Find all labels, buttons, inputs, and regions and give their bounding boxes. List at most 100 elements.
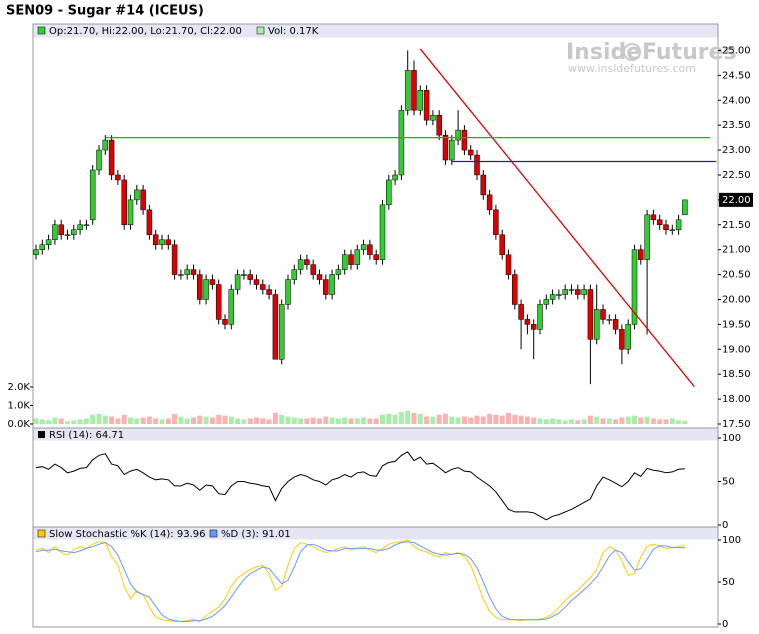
volume-bar bbox=[424, 416, 430, 424]
volume-tick-label: 2.0K bbox=[8, 382, 31, 393]
volume-bar bbox=[222, 415, 228, 424]
candle-body bbox=[253, 279, 260, 285]
volume-bar bbox=[581, 419, 587, 424]
candle-body bbox=[455, 129, 461, 141]
volume-bar bbox=[600, 418, 606, 424]
candle-body bbox=[323, 279, 329, 295]
volume-bar bbox=[367, 418, 373, 424]
series-line bbox=[35, 451, 685, 521]
candle-body bbox=[461, 129, 468, 151]
volume-bar bbox=[304, 418, 310, 424]
candle-body bbox=[203, 279, 209, 300]
candle-body bbox=[247, 274, 253, 280]
volume-bar bbox=[455, 417, 461, 424]
legend-icon bbox=[37, 529, 46, 538]
candle-body bbox=[134, 189, 140, 201]
y-tick-label: 22.50 bbox=[722, 170, 751, 181]
candle-body bbox=[190, 269, 197, 275]
y-tick-label: 25.00 bbox=[722, 45, 751, 56]
volume-bar bbox=[58, 418, 64, 424]
trendline bbox=[419, 48, 695, 388]
volume-bar bbox=[669, 418, 675, 424]
y-tick-label: 21.00 bbox=[722, 245, 751, 256]
volume-bar bbox=[480, 416, 486, 424]
volume-bar bbox=[594, 416, 600, 424]
volume-bar bbox=[493, 414, 499, 424]
price-header bbox=[33, 24, 718, 38]
candle-body bbox=[45, 239, 52, 245]
volume-bar bbox=[518, 415, 524, 424]
stoch-header bbox=[33, 527, 718, 540]
volume-bar bbox=[436, 414, 442, 424]
candle-body bbox=[518, 304, 524, 320]
candle-body bbox=[392, 174, 398, 181]
volume-bar bbox=[90, 414, 96, 424]
candle-body bbox=[222, 319, 228, 325]
y-tick-label: 19.50 bbox=[722, 319, 751, 330]
candle-body bbox=[360, 244, 367, 250]
candle-body bbox=[341, 254, 348, 270]
volume-bar bbox=[159, 419, 165, 424]
candle-body bbox=[512, 274, 518, 305]
candle-body bbox=[209, 279, 216, 285]
candle-body bbox=[493, 209, 499, 235]
candle-body bbox=[606, 319, 613, 321]
volume-bar bbox=[323, 416, 329, 424]
candle-body bbox=[234, 274, 241, 290]
candle-body bbox=[83, 224, 90, 227]
volume-bar bbox=[247, 418, 253, 424]
volume-bar bbox=[361, 417, 367, 424]
candle-body bbox=[71, 229, 77, 235]
volume-bar bbox=[184, 418, 190, 424]
candle-body bbox=[386, 179, 392, 206]
volume-bar bbox=[298, 418, 304, 424]
y-tick-label: 100 bbox=[722, 535, 741, 546]
y-tick-label: 50 bbox=[722, 577, 735, 588]
volume-bar bbox=[663, 419, 669, 424]
volume-bar bbox=[178, 416, 184, 424]
volume-bar bbox=[487, 413, 493, 424]
volume-bar bbox=[443, 413, 448, 424]
candle-body bbox=[58, 224, 64, 235]
y-tick-label: 20.50 bbox=[722, 270, 751, 281]
candle-body bbox=[669, 229, 676, 232]
volume-tick-label: 0.0K bbox=[8, 419, 31, 430]
volume-tick-label: 1.0K bbox=[8, 401, 31, 412]
legend-volume: Vol: 0.17K bbox=[268, 26, 319, 37]
candle-body bbox=[411, 70, 417, 111]
candle-body bbox=[530, 324, 537, 330]
volume-bar bbox=[153, 418, 159, 424]
watermark-globe bbox=[623, 43, 641, 61]
candle-body bbox=[417, 90, 424, 111]
y-tick-label: 24.00 bbox=[722, 95, 751, 106]
volume-bar bbox=[354, 418, 360, 424]
volume-bar bbox=[335, 418, 341, 424]
candle-body bbox=[430, 114, 436, 121]
y-tick-label: 100 bbox=[722, 433, 741, 444]
y-tick-label: 17.50 bbox=[722, 419, 751, 430]
candle-body bbox=[581, 289, 587, 295]
candle-body bbox=[291, 269, 298, 280]
candle-body bbox=[379, 204, 386, 260]
candle-body bbox=[499, 234, 505, 255]
candle-body bbox=[278, 304, 285, 360]
y-tick-label: 24.50 bbox=[722, 70, 751, 81]
volume-bar bbox=[216, 414, 222, 424]
volume-bar bbox=[644, 416, 650, 424]
candle-body bbox=[335, 269, 342, 275]
last-price-label: 22.00 bbox=[722, 195, 751, 206]
volume-bar bbox=[405, 411, 411, 424]
volume-bar bbox=[543, 419, 549, 424]
candle-body bbox=[304, 259, 310, 265]
volume-bar bbox=[606, 418, 612, 424]
candle-body bbox=[39, 244, 46, 250]
candle-body bbox=[562, 289, 568, 295]
candle-body bbox=[89, 169, 96, 221]
candle-body bbox=[467, 149, 474, 156]
candle-body bbox=[600, 309, 606, 320]
volume-bar bbox=[569, 419, 574, 424]
volume-bar bbox=[203, 416, 209, 424]
watermark-url: www.insidefutures.com bbox=[568, 62, 696, 75]
volume-bar bbox=[650, 418, 656, 424]
